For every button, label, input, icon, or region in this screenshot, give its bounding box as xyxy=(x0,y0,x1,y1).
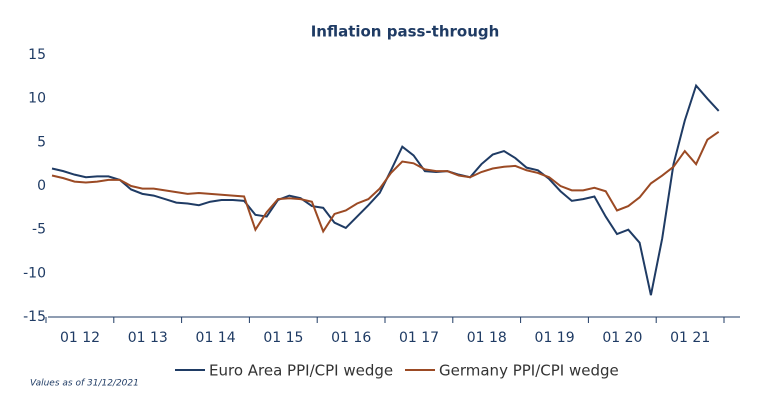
y-tick-label: -5 xyxy=(32,222,46,238)
y-tick-label: 5 xyxy=(37,134,46,150)
x-tick-label: 01 20 xyxy=(602,330,642,346)
y-tick-label: 15 xyxy=(28,47,46,63)
y-tick-label: 10 xyxy=(28,91,46,107)
x-tick-label: 01 15 xyxy=(263,330,303,346)
series-line xyxy=(51,83,720,296)
chart-title: Inflation pass-through xyxy=(311,23,500,41)
y-tick-label: 0 xyxy=(37,178,46,194)
x-tick-label: 01 12 xyxy=(60,330,100,346)
series-line xyxy=(51,131,720,234)
x-tick-label: 01 14 xyxy=(196,330,236,346)
x-tick-label: 01 18 xyxy=(467,330,507,346)
x-tick-label: 01 13 xyxy=(128,330,168,346)
x-tick-label: 01 19 xyxy=(535,330,575,346)
y-tick-label: -10 xyxy=(23,265,46,281)
x-tick-label: 01 21 xyxy=(670,330,710,346)
footnote: Values as of 31/12/2021 xyxy=(30,379,139,389)
legend-label: Euro Area PPI/CPI wedge xyxy=(209,362,393,380)
x-tick-label: 01 17 xyxy=(399,330,439,346)
legend-label: Germany PPI/CPI wedge xyxy=(439,362,619,380)
x-tick-label: 01 16 xyxy=(331,330,371,346)
y-tick-label: -15 xyxy=(23,309,46,325)
